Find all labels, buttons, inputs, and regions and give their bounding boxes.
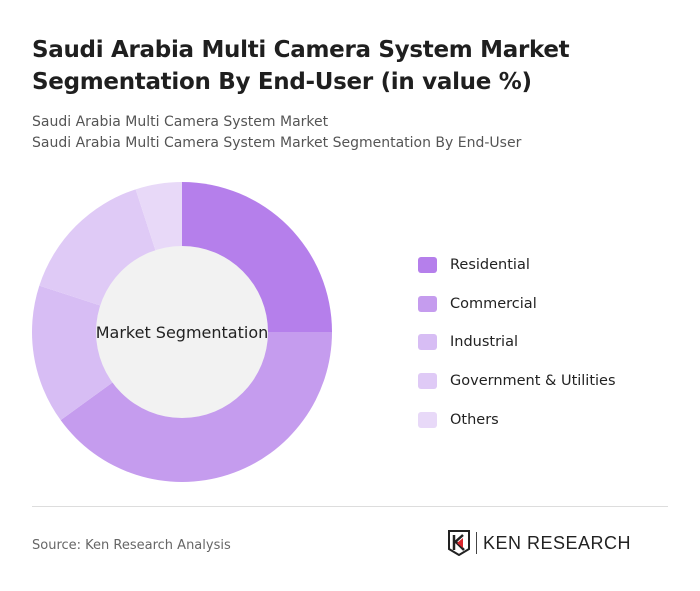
logo-icon — [448, 530, 470, 556]
chart-subtitle-2: Saudi Arabia Multi Camera System Market … — [32, 135, 522, 151]
legend-swatch — [418, 373, 437, 390]
legend: Residential Commercial Industrial Governmen… — [418, 246, 616, 439]
legend-label: Commercial — [450, 295, 537, 312]
legend-item: Government & Utilities — [418, 362, 616, 401]
legend-item: Industrial — [418, 323, 616, 362]
legend-swatch — [418, 411, 437, 428]
legend-item: Commercial — [418, 285, 616, 324]
legend-item: Others — [418, 400, 616, 439]
chart-title: Saudi Arabia Multi Camera System Market … — [32, 37, 570, 95]
donut-chart: Market Segmentation — [32, 182, 332, 482]
ken-research-logo: KEN RESEARCH — [448, 530, 631, 556]
center-label: Market Segmentation — [96, 323, 269, 342]
legend-swatch — [418, 257, 437, 274]
donut-hole — [96, 246, 268, 418]
legend-label: Residential — [450, 257, 530, 274]
logo-text: KEN RESEARCH — [483, 532, 632, 553]
legend-swatch — [418, 334, 437, 351]
divider — [32, 506, 668, 507]
legend-label: Industrial — [450, 334, 519, 351]
legend-label: Government & Utilities — [450, 373, 616, 390]
legend-item: Residential — [418, 246, 616, 285]
source-note: Source: Ken Research Analysis — [32, 538, 231, 553]
legend-label: Others — [450, 411, 499, 428]
legend-swatch — [418, 295, 437, 312]
chart-subtitle: Saudi Arabia Multi Camera System Market — [32, 114, 329, 130]
